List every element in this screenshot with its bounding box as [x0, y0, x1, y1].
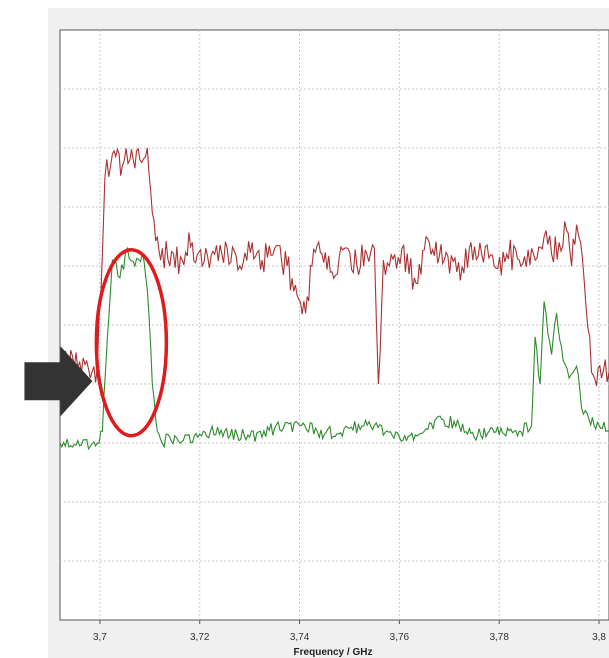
- grid: [60, 30, 609, 620]
- x-tick-label: 3,76: [390, 632, 410, 643]
- series-1-line: [59, 147, 609, 387]
- annotation-layer: [24, 247, 169, 438]
- highlight-ellipse: [94, 247, 169, 438]
- pointer-arrow-icon: [24, 346, 93, 417]
- series-2-line: [59, 246, 609, 451]
- x-tick-label: 3,72: [190, 632, 210, 643]
- series-layer: [59, 147, 609, 451]
- x-tick-label: 3,7: [93, 632, 107, 643]
- x-tick-label: 3,78: [489, 632, 509, 643]
- x-axis: 3,7 3,72 3,74 3,76 3,78 3,8: [93, 620, 606, 643]
- x-tick-label: 3,8: [592, 632, 606, 643]
- x-tick-label: 3,74: [290, 632, 310, 643]
- x-axis-title: Frequency / GHz: [294, 647, 373, 658]
- plot-area: [59, 29, 609, 621]
